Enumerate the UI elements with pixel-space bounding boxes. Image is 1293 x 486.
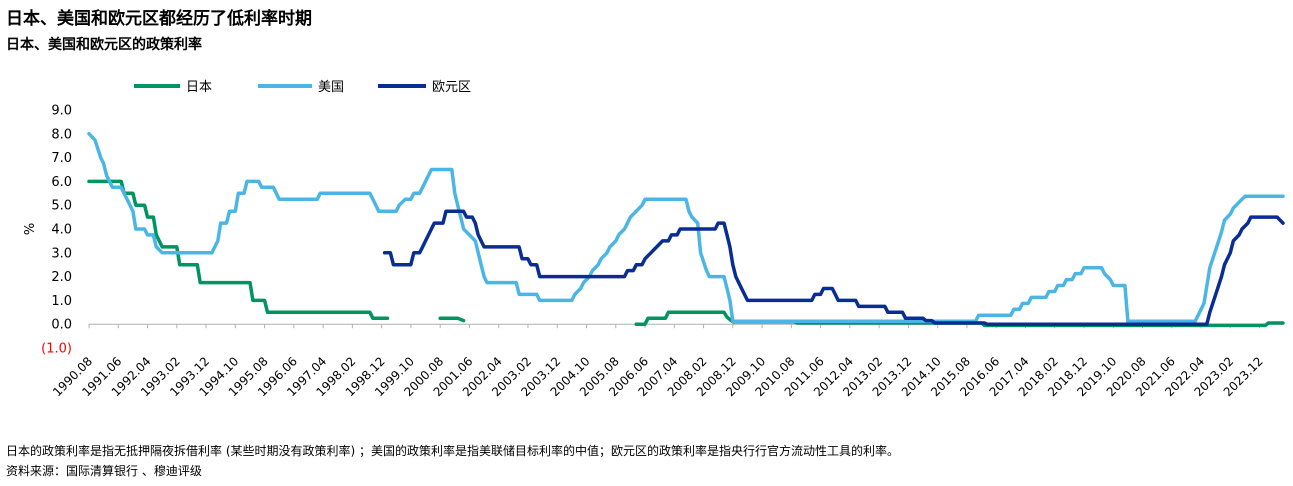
y-axis: 9.0 8.0 7.0 6.0 5.0 4.0 3.0 2.0 1.0 0.0 (1.0)%	[23, 104, 72, 357]
series-lines	[87, 132, 1285, 328]
chart-source: 资料来源：国际清算银行 、穆迪评级	[6, 464, 202, 478]
y-tick-label: 7.0	[51, 151, 72, 166]
y-tick-label: (1.0)	[41, 342, 72, 357]
series-line-1	[87, 132, 1285, 323]
y-axis-label: %	[23, 223, 38, 235]
y-tick-label: 9.0	[51, 104, 72, 119]
series-line-0	[438, 316, 466, 323]
chart-title: 日本、美国和欧元区都经历了低利率时期	[6, 9, 312, 29]
legend-label: 日本	[186, 80, 212, 95]
y-tick-label: 4.0	[51, 223, 72, 238]
y-tick-label: 1.0	[51, 294, 72, 309]
chart-subtitle: 日本、美国和欧元区的政策利率	[6, 37, 202, 53]
chart-footnote: 日本的政策利率是指无抵押隔夜拆借利率 (某些时期没有政策利率) ；美国的政策利率…	[6, 444, 899, 458]
y-tick-label: 8.0	[51, 127, 72, 142]
y-tick-label: 3.0	[51, 246, 72, 261]
policy-rate-chart: 日本 美国 欧元区 9.0 8.0 7.0 6.0 5.0 4.0 3.0 2.0 1.0 0.0 (1…	[23, 80, 1285, 399]
series-line-2	[382, 209, 1285, 326]
legend-label: 欧元区	[432, 80, 471, 95]
series-line-0	[87, 179, 390, 321]
y-tick-label: 2.0	[51, 270, 72, 285]
chart-legend: 日本 美国 欧元区	[134, 80, 471, 95]
y-tick-label: 0.0	[51, 318, 72, 333]
y-tick-label: 5.0	[51, 199, 72, 214]
legend-label: 美国	[318, 80, 344, 95]
x-axis: 1990.081991.061992.041993.021993.121994.…	[50, 323, 1283, 399]
y-tick-label: 6.0	[51, 175, 72, 190]
